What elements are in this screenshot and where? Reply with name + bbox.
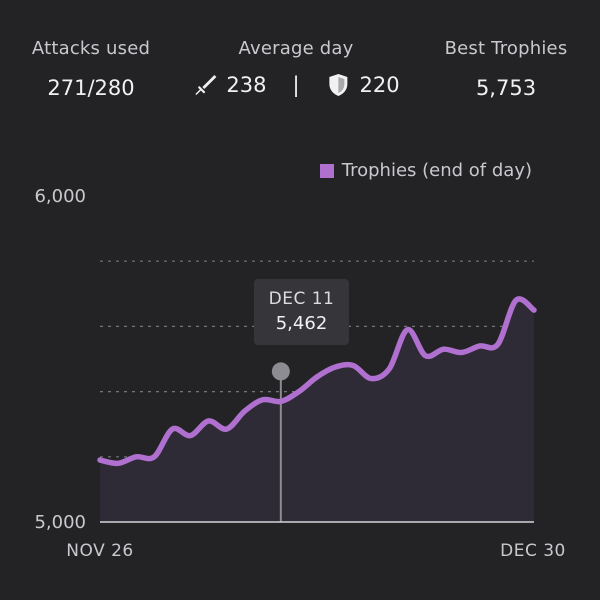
chart-legend: Trophies (end of day) [319, 160, 532, 181]
tooltip-date: DEC 11 [268, 289, 335, 309]
best-trophies-label: Best Trophies [444, 38, 568, 59]
series-area [100, 298, 534, 522]
y-tick-label: 5,000 [34, 512, 86, 533]
attacks-used-value: 271/280 [47, 76, 135, 100]
series-line [97, 296, 537, 467]
shield-icon [326, 72, 352, 98]
best-trophies-value: 5,753 [475, 76, 537, 100]
average-day-values: 238 | 220 [192, 72, 400, 98]
stats-header: Attacks used 271/280 Average day 238 | 2… [0, 0, 600, 110]
sword-icon [192, 72, 218, 98]
legend-swatch [319, 163, 334, 178]
tooltip-value: 5,462 [275, 313, 328, 334]
attacks-used-label: Attacks used [31, 38, 151, 59]
x-tick-label: NOV 26 [66, 541, 133, 561]
y-tick-label: 6,000 [34, 186, 86, 207]
legend-label: Trophies (end of day) [341, 160, 532, 181]
chart-tooltip: DEC 11 5,462 [254, 279, 349, 345]
highlight-point [271, 362, 290, 381]
average-day-separator: | [292, 73, 300, 97]
average-day-label: Average day [238, 38, 354, 59]
average-attack-value: 238 [226, 73, 267, 97]
x-tick-label: DEC 30 [500, 541, 566, 561]
average-defense-value: 220 [359, 73, 400, 97]
